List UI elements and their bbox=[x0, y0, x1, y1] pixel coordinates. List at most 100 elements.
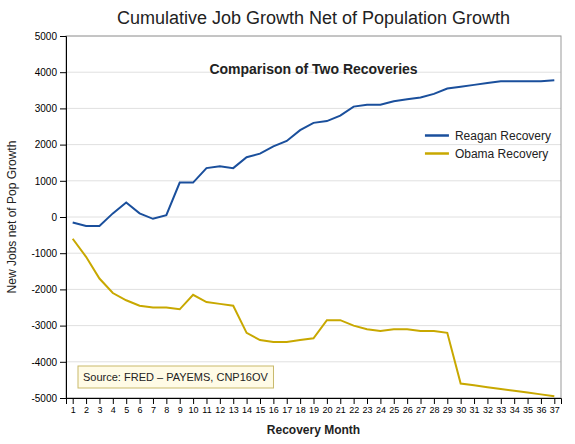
x-tick-mark bbox=[487, 398, 488, 404]
y-tick: 5000 bbox=[35, 31, 66, 42]
x-tick: 34 bbox=[510, 398, 520, 415]
y-tick-mark bbox=[60, 36, 66, 37]
x-tick-label: 25 bbox=[389, 405, 399, 415]
series-line bbox=[73, 80, 555, 226]
grid-line bbox=[66, 180, 561, 181]
x-tick-mark bbox=[367, 398, 368, 404]
y-tick: 2000 bbox=[35, 139, 66, 150]
x-tick-label: 12 bbox=[215, 405, 225, 415]
legend-swatch bbox=[425, 134, 449, 137]
x-tick-mark bbox=[514, 398, 515, 404]
y-tick-label: -2000 bbox=[31, 284, 57, 295]
x-tick-label: 26 bbox=[403, 405, 413, 415]
y-tick-label: 2000 bbox=[35, 139, 58, 150]
x-tick: 8 bbox=[164, 398, 169, 415]
plot: 1234567891011121314151617181920212223242… bbox=[31, 31, 561, 416]
x-tick-label: 23 bbox=[363, 405, 373, 415]
x-tick: 9 bbox=[178, 398, 183, 415]
x-tick-mark bbox=[166, 398, 167, 404]
x-tick-label: 16 bbox=[269, 405, 279, 415]
x-tick: 21 bbox=[336, 398, 346, 415]
grid-line bbox=[66, 217, 561, 218]
x-tick: 10 bbox=[189, 398, 199, 415]
x-tick: 4 bbox=[111, 398, 116, 415]
x-tick: 32 bbox=[483, 398, 493, 415]
y-tick-mark bbox=[60, 398, 66, 399]
x-tick-mark bbox=[273, 398, 274, 404]
x-tick: 23 bbox=[363, 398, 373, 415]
x-tick: 16 bbox=[269, 398, 279, 415]
x-tick-label: 8 bbox=[164, 405, 169, 415]
x-axis-label: Recovery Month bbox=[267, 423, 360, 437]
y-tick: -3000 bbox=[31, 320, 66, 331]
x-tick-label: 29 bbox=[443, 405, 453, 415]
x-tick-mark bbox=[233, 398, 234, 404]
title: Cumulative Job Growth Net of Population … bbox=[117, 8, 510, 28]
x-tick: 2 bbox=[84, 398, 89, 415]
y-tick-label: -1000 bbox=[31, 248, 57, 259]
y-tick-mark bbox=[60, 181, 66, 182]
x-tick-label: 32 bbox=[483, 405, 493, 415]
x-tick-mark bbox=[180, 398, 181, 404]
y-axis-label: New Jobs net of Pop Growth bbox=[5, 141, 19, 294]
x-tick: 27 bbox=[416, 398, 426, 415]
y-tick-mark bbox=[60, 326, 66, 327]
x-tick-mark bbox=[340, 398, 341, 404]
x-tick: 33 bbox=[496, 398, 506, 415]
x-tick-label: 28 bbox=[429, 405, 439, 415]
legend-label: Obama Recovery bbox=[455, 147, 548, 161]
x-tick: 13 bbox=[229, 398, 239, 415]
legend-item: Obama Recovery bbox=[425, 147, 548, 161]
x-tick-label: 11 bbox=[202, 405, 211, 415]
x-tick: 12 bbox=[215, 398, 225, 415]
y-tick-label: 5000 bbox=[35, 31, 58, 42]
chart: 1234567891011121314151617181920212223242… bbox=[0, 0, 575, 444]
y-tick: -2000 bbox=[31, 284, 66, 295]
x-tick-mark bbox=[99, 398, 100, 404]
y-tick: -5000 bbox=[31, 393, 66, 404]
annotation-box bbox=[78, 366, 273, 388]
x-tick-mark bbox=[206, 398, 207, 404]
x-tick-label: 31 bbox=[470, 405, 480, 415]
series-line bbox=[73, 239, 555, 396]
y-tick-label: 4000 bbox=[35, 67, 58, 78]
x-tick: 25 bbox=[389, 398, 399, 415]
y-tick-mark bbox=[60, 289, 66, 290]
x-tick-mark bbox=[300, 398, 301, 404]
x-tick-label: 6 bbox=[138, 405, 143, 415]
plot-frame bbox=[66, 36, 561, 398]
x-tick-mark bbox=[354, 398, 355, 404]
y-tick-label: -5000 bbox=[31, 393, 57, 404]
x-tick-label: 21 bbox=[336, 405, 346, 415]
y-tick-label: 0 bbox=[51, 212, 57, 223]
x-tick-label: 1 bbox=[71, 405, 76, 415]
grid-line bbox=[66, 108, 561, 109]
x-tick-label: 15 bbox=[255, 405, 265, 415]
y-tick-mark bbox=[60, 362, 66, 363]
y-tick: -4000 bbox=[31, 357, 66, 368]
x-tick-label: 17 bbox=[282, 405, 292, 415]
x-tick-mark bbox=[73, 398, 74, 404]
x-tick: 1 bbox=[71, 398, 76, 415]
x-tick: 29 bbox=[443, 398, 453, 415]
x-tick-label: 27 bbox=[416, 405, 426, 415]
x-tick-label: 7 bbox=[151, 405, 156, 415]
x-tick-mark bbox=[113, 398, 114, 404]
grid-line bbox=[66, 144, 561, 145]
y-tick-mark bbox=[60, 108, 66, 109]
x-tick-mark bbox=[541, 398, 542, 404]
x-tick-label: 14 bbox=[242, 405, 252, 415]
y-tick: -1000 bbox=[31, 248, 66, 259]
x-tick: 28 bbox=[429, 398, 439, 415]
x-tick-mark bbox=[247, 398, 248, 404]
x-tick-mark bbox=[314, 398, 315, 404]
legend-label: Reagan Recovery bbox=[455, 129, 551, 143]
x-axis-line bbox=[67, 399, 562, 405]
x-tick-mark bbox=[140, 398, 141, 404]
series-group bbox=[73, 80, 555, 396]
x-tick-mark bbox=[434, 398, 435, 404]
legend-item: Reagan Recovery bbox=[425, 129, 551, 143]
x-tick-label: 22 bbox=[349, 405, 359, 415]
x-tick-mark bbox=[528, 398, 529, 404]
x-tick-mark bbox=[474, 398, 475, 404]
